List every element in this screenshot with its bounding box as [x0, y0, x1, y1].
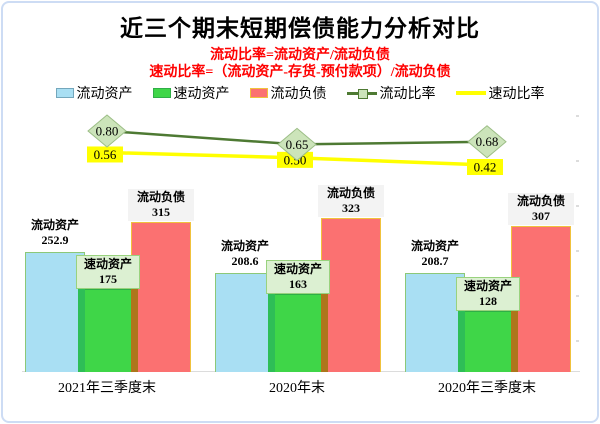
legend-item-current-liabilities: 流动负债	[249, 83, 327, 103]
overlap-red-over-green	[511, 311, 518, 372]
current-ratio-data-label: 0.68	[476, 134, 499, 149]
x-axis-label: 2021年三季度末	[58, 381, 156, 396]
quick-assets-data-label: 速动资产 128	[456, 277, 520, 312]
current-assets-data-label: 流动资产 252.9	[30, 217, 79, 247]
x-axis-label: 2020年三季度末	[438, 381, 536, 396]
current-ratio-line	[106, 129, 488, 146]
current-ratio-diamond-marker	[277, 127, 317, 162]
current-ratio-data-label: 0.65	[286, 137, 309, 152]
bar-quick-assets	[458, 311, 518, 372]
legend-label: 流动负债	[270, 87, 327, 102]
legend-label: 流动比率	[379, 87, 436, 102]
quick-assets-swatch-icon	[152, 88, 171, 98]
bar-current-liabilities	[511, 225, 571, 372]
current-liabilities-data-label: 流动负债 307	[508, 192, 574, 225]
secondary-axis-tick	[576, 295, 579, 297]
bar-current-liabilities	[131, 222, 191, 372]
bar-quick-assets	[268, 294, 328, 372]
quick-ratio-data-label: 0.42	[474, 160, 497, 175]
current-ratio-formula: 流动比率=流动资产/流动负债	[210, 48, 390, 63]
quick-ratio-data-label-bg	[467, 159, 503, 176]
secondary-axis-tick	[576, 205, 579, 207]
overlap-red-over-green	[321, 294, 328, 372]
secondary-axis-tick	[576, 160, 579, 162]
legend-label: 速动资产	[173, 87, 230, 102]
overlap-green-over-blue	[268, 294, 275, 372]
current-ratio-line-marker-icon	[346, 88, 377, 99]
current-ratio-diamond-marker	[467, 125, 507, 159]
legend-item-quick-assets: 速动资产	[152, 83, 230, 103]
quick-ratio-data-label: 0.50	[284, 152, 307, 167]
current-assets-data-label: 流动资产 208.6	[220, 238, 269, 268]
chart-legend: 流动资产 速动资产 流动负债 流动比率 速动比率	[0, 83, 600, 103]
x-axis-label: 2020年末	[269, 381, 325, 396]
overlap-green-over-blue	[78, 288, 85, 372]
legend-label: 速动比率	[488, 87, 545, 102]
quick-ratio-line	[106, 150, 488, 167]
secondary-axis-tick	[576, 340, 579, 342]
quick-ratio-formula: 速动比率=（流动资产-存货-预付款项）/流动负债	[149, 65, 451, 80]
secondary-axis-tick	[576, 115, 579, 117]
bar-current-assets	[215, 272, 275, 372]
current-ratio-data-label: 0.80	[96, 124, 119, 139]
bar-current-assets	[25, 251, 85, 372]
current-assets-data-label: 流动资产 208.7	[410, 238, 459, 268]
quick-ratio-data-label-bg	[277, 151, 313, 168]
current-ratio-diamond-marker	[87, 114, 127, 148]
quick-ratio-line-marker-icon	[455, 91, 486, 95]
current-liabilities-swatch-icon	[249, 88, 268, 98]
current-liabilities-data-label: 流动负债 323	[318, 185, 384, 218]
quick-ratio-data-label-bg	[87, 146, 123, 163]
bar-current-assets	[405, 272, 465, 372]
chart-title: 近三个期末短期偿债能力分析对比	[120, 16, 480, 41]
secondary-axis-tick	[576, 250, 579, 252]
legend-item-quick-ratio: 速动比率	[455, 83, 545, 103]
legend-item-current-ratio: 流动比率	[346, 83, 436, 103]
overlap-green-over-blue	[458, 311, 465, 372]
quick-ratio-data-label: 0.56	[94, 147, 117, 162]
overlap-red-over-green	[131, 288, 138, 372]
quick-assets-data-label: 速动资产 163	[266, 260, 330, 295]
legend-label: 流动资产	[76, 87, 133, 102]
current-assets-swatch-icon	[55, 88, 74, 98]
legend-item-current-assets: 流动资产	[55, 83, 133, 103]
bar-current-liabilities	[321, 218, 381, 372]
quick-assets-data-label: 速动资产 175	[76, 254, 140, 289]
current-liabilities-data-label: 流动负债 315	[128, 189, 194, 222]
bar-quick-assets	[78, 288, 138, 372]
